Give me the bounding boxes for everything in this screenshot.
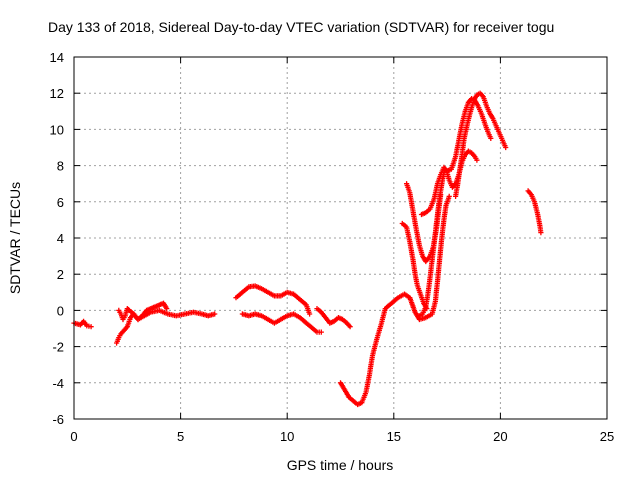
y-tick-label: -4 [52,376,64,391]
data-point [164,306,170,312]
x-tick-label: 15 [387,429,401,444]
y-tick-label: 12 [50,86,64,101]
data-point [538,230,544,236]
data-point [446,193,452,199]
data-point [503,144,509,151]
y-tick-label: -2 [52,340,64,355]
x-tick-label: 25 [600,429,614,444]
data-point [488,135,494,141]
data-point [88,324,94,330]
x-tick-label: 0 [70,429,77,444]
chart-title: Day 133 of 2018, Sidereal Day-to-day VTE… [48,19,554,35]
y-tick-label: 0 [57,303,64,318]
y-tick-label: 8 [57,159,64,174]
y-tick-label: 14 [50,50,64,65]
y-tick-label: 6 [57,195,64,210]
data-point [212,311,218,317]
y-tick-label: 10 [50,122,64,137]
x-tick-label: 5 [177,429,184,444]
x-axis-label: GPS time / hours [287,457,394,473]
data-point [347,324,353,330]
y-tick-label: 4 [57,231,64,246]
x-tick-label: 20 [493,429,507,444]
plot-frame [73,56,608,420]
y-tick-label: 2 [57,267,64,282]
data-points [71,90,544,408]
tick-labels: 0 5 10 15 20 25 -6 -4 -2 0 2 4 6 8 10 12 14 [50,50,615,444]
data-point [474,157,480,163]
x-tick-label: 10 [280,429,294,444]
y-tick-label: -6 [52,412,64,427]
y-axis-label: SDTVAR / TECUs [7,182,23,294]
data-point [318,329,324,335]
grid-lines [74,57,607,419]
data-point [307,311,313,317]
